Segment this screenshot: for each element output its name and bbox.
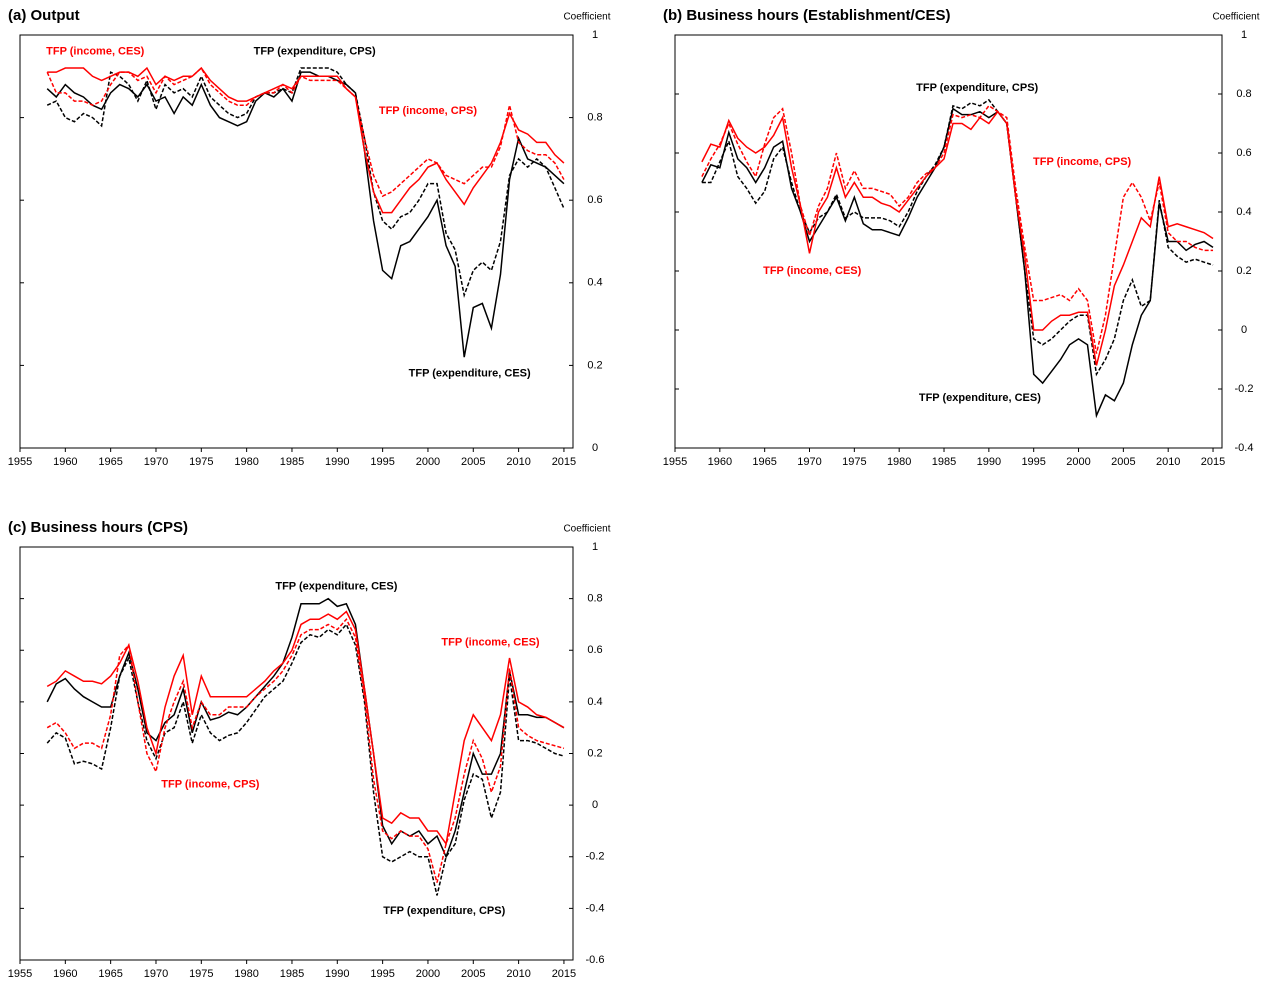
series-annotation: TFP (income, CES) <box>46 45 145 57</box>
chart-title: (b) Business hours (Establishment/CES) <box>663 7 951 24</box>
series-line <box>701 107 1214 419</box>
series-line <box>701 110 1214 366</box>
series-line <box>701 104 1214 354</box>
series-annotation: TFP (income, CPS) <box>1033 156 1132 168</box>
y-tick-label: 0 <box>592 799 598 811</box>
x-tick-label: 1980 <box>234 456 258 468</box>
y-tick-label: 0.4 <box>587 696 602 708</box>
x-tick-label: 2010 <box>506 456 530 468</box>
y-tick-label: 0 <box>1241 324 1247 336</box>
series-annotation: TFP (expenditure, CES) <box>409 368 531 380</box>
y-axis-label: Coefficient <box>563 524 610 535</box>
x-tick-label: 1960 <box>53 456 77 468</box>
y-tick-label: 0.4 <box>587 277 602 289</box>
x-tick-label: 1990 <box>325 456 349 468</box>
y-tick-label: 0.4 <box>1236 206 1251 218</box>
y-tick-label: 0.8 <box>587 112 602 124</box>
x-tick-label: 1970 <box>797 456 821 468</box>
x-tick-label: 1980 <box>234 968 258 980</box>
y-tick-label: 0.8 <box>1236 88 1251 100</box>
y-tick-label: -0.6 <box>586 954 605 966</box>
x-tick-label: 1955 <box>8 456 32 468</box>
x-tick-label: 2010 <box>506 968 530 980</box>
x-tick-label: 1985 <box>280 968 304 980</box>
x-tick-label: 2005 <box>461 456 485 468</box>
y-tick-label: 0.6 <box>587 194 602 206</box>
y-tick-label: 1 <box>592 29 598 41</box>
x-tick-label: 1965 <box>98 456 122 468</box>
plot-frame <box>19 546 574 961</box>
series-line <box>46 610 565 846</box>
series-annotation: TFP (income, CPS) <box>379 105 478 117</box>
x-tick-label: 2005 <box>461 968 485 980</box>
series-annotation: TFP (expenditure, CPS) <box>383 905 505 917</box>
series-line <box>46 71 565 358</box>
x-tick-label: 2015 <box>1201 456 1225 468</box>
x-tick-label: 1970 <box>144 968 168 980</box>
x-tick-label: 1995 <box>1021 456 1045 468</box>
series-line <box>46 66 565 198</box>
x-tick-label: 1995 <box>370 968 394 980</box>
x-tick-label: 1985 <box>280 456 304 468</box>
x-tick-label: 1985 <box>932 456 956 468</box>
series-annotation: TFP (income, CPS) <box>161 778 260 790</box>
y-tick-label: 0.6 <box>1236 147 1251 159</box>
y-tick-label: 0.2 <box>587 359 602 371</box>
y-axis-label: Coefficient <box>563 12 610 23</box>
x-tick-label: 1960 <box>53 968 77 980</box>
x-tick-label: 1990 <box>977 456 1001 468</box>
y-tick-label: 1 <box>1241 29 1247 41</box>
x-tick-label: 2015 <box>552 968 576 980</box>
x-tick-label: 1965 <box>98 968 122 980</box>
x-tick-label: 1970 <box>144 456 168 468</box>
y-tick-label: -0.4 <box>586 902 605 914</box>
x-tick-label: 1975 <box>189 968 213 980</box>
x-tick-label: 1955 <box>8 968 32 980</box>
x-tick-label: 2000 <box>1066 456 1090 468</box>
series-line <box>46 617 565 883</box>
chart-title: (a) Output <box>8 7 80 24</box>
x-tick-label: 1975 <box>842 456 866 468</box>
x-tick-label: 1975 <box>189 456 213 468</box>
series-annotation: TFP (expenditure, CES) <box>275 581 397 593</box>
y-tick-label: 0.2 <box>1236 265 1251 277</box>
y-tick-label: 0.8 <box>587 593 602 605</box>
x-tick-label: 1990 <box>325 968 349 980</box>
series-line <box>47 66 565 214</box>
x-tick-label: 1980 <box>887 456 911 468</box>
series-annotation: TFP (expenditure, CPS) <box>254 45 376 57</box>
y-tick-label: 0.6 <box>587 644 602 656</box>
series-line <box>701 98 1214 377</box>
chart-title: (c) Business hours (CPS) <box>8 519 188 536</box>
y-tick-label: -0.2 <box>586 851 605 863</box>
x-tick-label: 2010 <box>1156 456 1180 468</box>
y-tick-label: 1 <box>592 541 598 553</box>
x-tick-label: 1965 <box>752 456 776 468</box>
x-tick-label: 1955 <box>663 456 687 468</box>
y-axis-label: Coefficient <box>1212 12 1259 23</box>
series-line <box>46 67 565 298</box>
x-tick-label: 2000 <box>416 968 440 980</box>
y-tick-label: 0 <box>592 442 598 454</box>
y-tick-label: -0.2 <box>1235 383 1254 395</box>
series-annotation: TFP (income, CES) <box>441 636 540 648</box>
series-annotation: TFP (income, CES) <box>763 265 862 277</box>
y-tick-label: 0.2 <box>587 747 602 759</box>
series-annotation: TFP (expenditure, CES) <box>919 392 1041 404</box>
x-tick-label: 2015 <box>552 456 576 468</box>
x-tick-label: 1960 <box>708 456 732 468</box>
x-tick-label: 2005 <box>1111 456 1135 468</box>
x-tick-label: 2000 <box>416 456 440 468</box>
plot-frame <box>19 34 574 449</box>
x-tick-label: 1995 <box>370 456 394 468</box>
series-line <box>46 623 565 896</box>
y-tick-label: -0.4 <box>1235 442 1254 454</box>
plot-frame <box>674 34 1223 449</box>
series-annotation: TFP (expenditure, CPS) <box>916 82 1038 94</box>
